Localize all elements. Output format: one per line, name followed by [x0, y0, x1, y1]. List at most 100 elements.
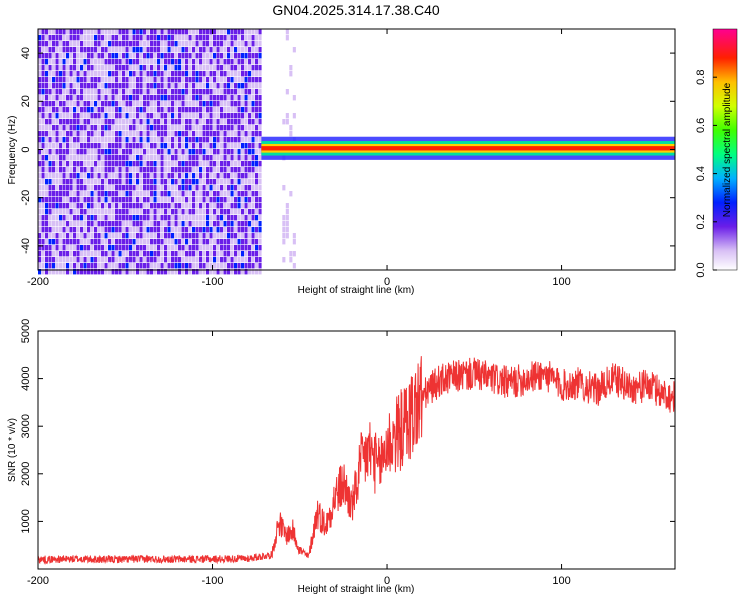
- spectrogram-cell: [160, 233, 164, 239]
- spectrogram-cell: [188, 203, 192, 209]
- spectrogram-cell: [139, 269, 143, 275]
- spectrogram-cell: [192, 185, 196, 191]
- spectrogram-cell: [150, 215, 154, 221]
- spectrogram-cell: [157, 209, 161, 215]
- spectrogram-cell: [202, 71, 206, 77]
- spectrogram-cell: [108, 257, 112, 263]
- spectrogram-cell: [118, 251, 122, 257]
- spectrogram-cell: [157, 35, 161, 41]
- spectrogram-cell: [241, 101, 245, 107]
- spectrogram-cell: [181, 65, 185, 71]
- spectrogram-cell: [62, 161, 66, 167]
- spectrogram-cell: [48, 245, 52, 251]
- spectrogram-cell: [87, 185, 91, 191]
- spectrogram-cell: [45, 35, 49, 41]
- spectrogram-cell: [195, 41, 199, 47]
- spectrogram-cell: [115, 221, 119, 227]
- spectrogram-cell: [132, 107, 136, 113]
- spectrogram-cell: [192, 191, 196, 197]
- spectrogram-cell: [101, 107, 105, 113]
- spectrogram-cell: [157, 197, 161, 203]
- spectrogram-cell: [241, 179, 245, 185]
- spectrogram-cell: [38, 29, 42, 35]
- spectrogram-cell: [251, 185, 255, 191]
- spectrogram-cell: [111, 77, 115, 83]
- spectrogram-cell: [136, 65, 140, 71]
- spectrogram-cell: [136, 47, 140, 53]
- spectrogram-cell: [62, 233, 66, 239]
- spectrogram-cell: [118, 269, 122, 275]
- spectrogram-cell: [164, 59, 168, 65]
- spectrogram-cell: [125, 113, 129, 119]
- spectrogram-cell: [174, 137, 178, 143]
- spectrogram-cell: [146, 173, 150, 179]
- spectrogram-cell: [216, 89, 220, 95]
- spectrogram-cell: [227, 65, 231, 71]
- spectrogram-cell: [237, 191, 241, 197]
- spectrogram-cell: [69, 71, 73, 77]
- snr-x-tick-label: -200: [27, 575, 49, 587]
- snr-x-ticks: -200 -100 0 100: [27, 331, 571, 587]
- spectrogram-cell: [251, 167, 255, 173]
- snr-x-tick-label: -100: [202, 575, 224, 587]
- spectrogram-cell: [115, 137, 119, 143]
- spectrogram-cell: [241, 47, 245, 53]
- spectrogram-cell: [129, 257, 133, 263]
- spectrogram-cell: [213, 269, 217, 275]
- spectrogram-cell: [52, 173, 56, 179]
- spectrogram-cell: [234, 185, 238, 191]
- spectrogram-cell: [192, 95, 196, 101]
- spectrogram-cell: [122, 167, 126, 173]
- spectrogram-cell: [234, 83, 238, 89]
- spectrogram-cell: [115, 47, 119, 53]
- spectrogram-cell: [258, 161, 262, 167]
- spectrogram-cell: [101, 227, 105, 233]
- spectrogram-cell: [195, 239, 199, 245]
- spectrogram-cell: [244, 239, 248, 245]
- spectrogram-cell: [241, 125, 245, 131]
- spectrogram-cell: [45, 83, 49, 89]
- spectrogram-cell: [73, 149, 77, 155]
- spectrogram-cell: [178, 113, 182, 119]
- spectrogram-cell: [83, 83, 87, 89]
- spectrogram-cell: [248, 29, 252, 35]
- spectrogram-cell: [80, 209, 84, 215]
- spectrogram-cell: [139, 227, 143, 233]
- spectrogram-cell: [255, 269, 259, 275]
- spectrogram-cell: [62, 197, 66, 203]
- spectrogram-cell: [157, 125, 161, 131]
- spectrogram-cell: [146, 113, 150, 119]
- spectrogram-cell: [237, 107, 241, 113]
- spectrogram-cell: [230, 89, 234, 95]
- spectrogram-cell: [139, 89, 143, 95]
- spectrogram-cell: [122, 59, 126, 65]
- spectrogram-cell: [111, 251, 115, 257]
- spectrogram-cell: [258, 35, 262, 41]
- spectrogram-cell: [181, 143, 185, 149]
- spectrogram-cell: [202, 179, 206, 185]
- spectrogram-cell: [227, 263, 231, 269]
- spectrogram-cell: [59, 149, 63, 155]
- spectrogram-cell: [185, 143, 189, 149]
- spectrogram-cell: [108, 107, 112, 113]
- spectrogram-cell: [255, 191, 259, 197]
- spectrogram-cell: [237, 125, 241, 131]
- spectrogram-cell: [223, 155, 227, 161]
- spectrogram-cell: [136, 203, 140, 209]
- spectrogram-cell: [41, 251, 45, 257]
- spectrogram-cell: [251, 161, 255, 167]
- spectrogram-cell: [153, 95, 157, 101]
- spectrogram-cell: [192, 149, 196, 155]
- spectrogram-cell: [206, 161, 210, 167]
- spectrogram-cell: [206, 71, 210, 77]
- spectrogram-cell: [192, 227, 196, 233]
- spectrogram-cell: [73, 203, 77, 209]
- spectrogram-cell: [174, 215, 178, 221]
- spectrogram-cell: [167, 263, 171, 269]
- spectrogram-cell: [73, 179, 77, 185]
- spectrogram-cell: [150, 101, 154, 107]
- spectrogram-cell: [220, 47, 224, 53]
- spectrogram-cell: [101, 197, 105, 203]
- spectrogram-cell: [101, 251, 105, 257]
